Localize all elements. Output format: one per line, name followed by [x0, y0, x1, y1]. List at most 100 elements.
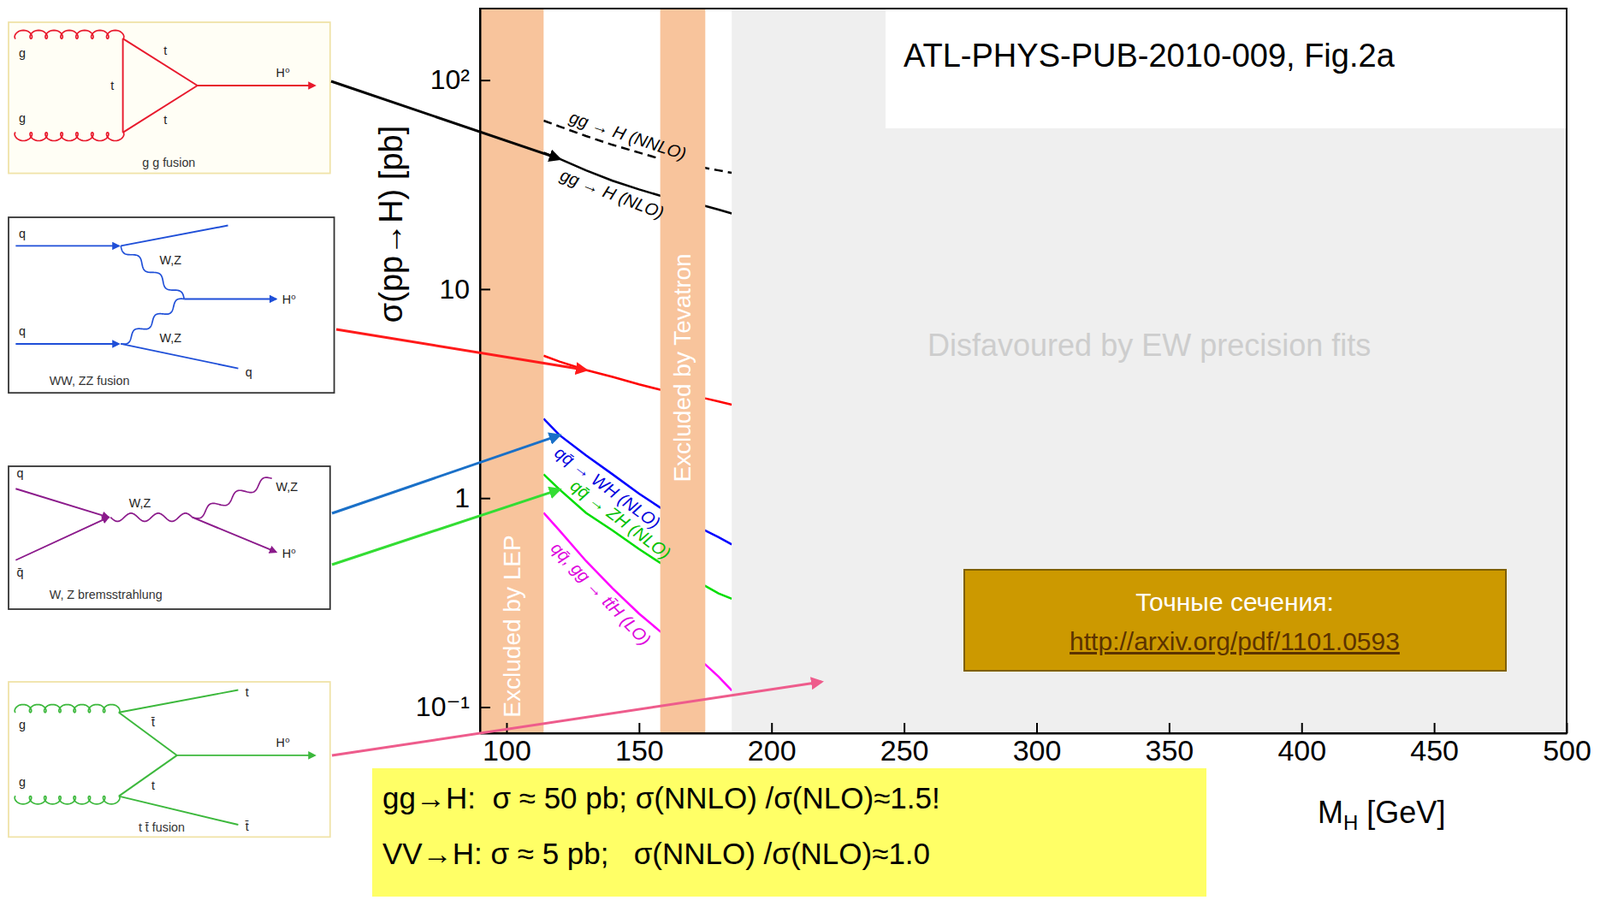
diagram-label: q̄: [17, 565, 24, 580]
diagram-label: g: [18, 717, 26, 732]
region: [660, 8, 706, 734]
diagram-line: [120, 343, 238, 369]
y-tick-mark: [480, 497, 491, 500]
region-label: Excluded by Tevatron: [669, 253, 696, 482]
diagram-label: q: [18, 324, 26, 338]
diagram-line: [123, 85, 198, 133]
reference-link-text[interactable]: http://arxiv.org/pdf/1101.0593: [1069, 627, 1400, 656]
title-box: [885, 9, 1566, 129]
diagram-label: g: [18, 111, 26, 125]
series-label: gg → H (NLO): [557, 165, 667, 222]
diagram-label: t: [245, 685, 249, 700]
plot-frame: [480, 8, 1567, 734]
gluon: [14, 796, 120, 805]
note-line: VV→H: σ ≈ 5 pb; σ(NNLO) /σ(NLO)≈1.0: [382, 836, 931, 871]
x-tick-mark: [1168, 722, 1171, 734]
chart-title: ATL-PHYS-PUB-2010-009, Fig.2a: [903, 37, 1396, 74]
diagram-box: [8, 466, 331, 610]
feynman-diagram: q q̄ W,Z W,Z H⁰ W, Z bremsstrahlung: [8, 466, 331, 610]
diagram-line: [120, 225, 228, 247]
diagram-label: t: [151, 778, 155, 793]
boson: [192, 477, 273, 519]
plot-marks: [480, 8, 1567, 734]
series-label: gg → H (NNLO): [567, 107, 689, 164]
diagram-label: H⁰: [276, 65, 291, 80]
y-tick-mark: [480, 288, 491, 291]
x-axis-title-part: M: [1317, 794, 1344, 830]
x-axis-title-part: [GeV]: [1357, 794, 1446, 830]
y-tick-label: 10: [438, 273, 470, 305]
y-tick-label: 1: [454, 482, 470, 514]
reference-box: [964, 569, 1506, 671]
y-tick-mark: [480, 79, 491, 82]
gluon: [14, 29, 125, 39]
slide: ATL-PHYS-PUB-2010-009, Fig.2a Excluded by…: [0, 0, 1600, 906]
diagram-label: W,Z: [160, 331, 183, 345]
x-tick-label: 350: [1144, 734, 1194, 767]
diagram-label: q: [17, 466, 24, 480]
x-tick-label: 500: [1542, 734, 1592, 767]
diagram-box: [8, 681, 331, 837]
plot-background: [480, 8, 1567, 734]
x-axis-title: MH [GeV]: [1317, 794, 1446, 835]
diagram-label: t: [163, 43, 167, 58]
pointer-arrow: [331, 489, 560, 565]
y-tick-label: 10⁻¹: [415, 691, 470, 723]
diagram-label: H⁰: [282, 546, 297, 561]
x-tick: 450: [1410, 722, 1459, 767]
x-tick-label: 100: [482, 734, 532, 767]
diagram-label: q: [18, 226, 26, 241]
diagram-label: W,Z: [160, 253, 183, 267]
x-tick-label: 150: [615, 734, 664, 767]
diagram-line: [122, 38, 125, 133]
y-tick-mark: [480, 706, 491, 709]
diagram-caption: g g fusion: [142, 155, 196, 170]
x-tick: 200: [747, 722, 797, 767]
diagram-line: [118, 755, 178, 797]
diagram-box: [8, 217, 335, 393]
pointer-arrow: [331, 681, 822, 756]
diagram-line: [15, 343, 119, 345]
diagram-caption: W, Z bremsstrahlung: [49, 587, 163, 602]
x-tick-mark: [770, 722, 773, 734]
boson: [120, 298, 184, 344]
reference-link[interactable]: http://arxiv.org/pdf/1101.0593: [1069, 627, 1400, 656]
boson: [110, 513, 192, 522]
diagram-line: [15, 517, 109, 561]
x-tick-mark: [1036, 722, 1038, 734]
x-tick-label: 200: [747, 734, 797, 767]
diagram-caption: WW, ZZ fusion: [49, 373, 131, 388]
x-tick-mark: [1434, 722, 1436, 734]
feynman-diagram: ggtttH⁰g g fusion: [8, 22, 331, 174]
x-tick-mark: [1301, 722, 1304, 734]
diagram-label: H⁰: [282, 292, 297, 307]
x-tick-mark: [903, 722, 906, 734]
x-axis-title-subscript: H: [1343, 811, 1358, 835]
x-tick: 250: [880, 722, 930, 767]
pointer-arrow: [331, 81, 560, 160]
diagram-label: W,Z: [129, 496, 152, 510]
diagram-line: [118, 690, 239, 713]
diagram-label: H⁰: [276, 735, 291, 750]
diagram-label: W,Z: [276, 480, 299, 494]
diagram-label: t̄: [151, 715, 155, 729]
feynman-diagram: ggtt̄H⁰tt̄t t̄ fusion: [8, 681, 331, 837]
x-tick: 400: [1277, 722, 1327, 767]
x-tick-label: 250: [880, 734, 930, 767]
diagram-line: [15, 244, 119, 247]
series-label: qq̄ → ZH (NLO): [567, 475, 675, 563]
diagram-caption: t t̄ fusion: [138, 820, 185, 835]
pointer-arrow: [336, 329, 587, 371]
y-axis: 10⁻¹ 1 10 10²: [415, 9, 491, 735]
series-label: qq̄, gg → tt̄H (LO): [547, 538, 655, 649]
boson: [120, 245, 184, 299]
diagram-label: t: [110, 78, 114, 93]
x-tick: 350: [1144, 722, 1194, 767]
gluon: [14, 132, 125, 142]
x-tick: 300: [1013, 722, 1062, 767]
x-tick-mark: [638, 722, 640, 734]
y-tick: 10: [438, 273, 491, 305]
x-tick-label: 450: [1410, 734, 1459, 767]
y-tick: 10²: [430, 64, 491, 95]
diagram-line: [197, 84, 315, 87]
